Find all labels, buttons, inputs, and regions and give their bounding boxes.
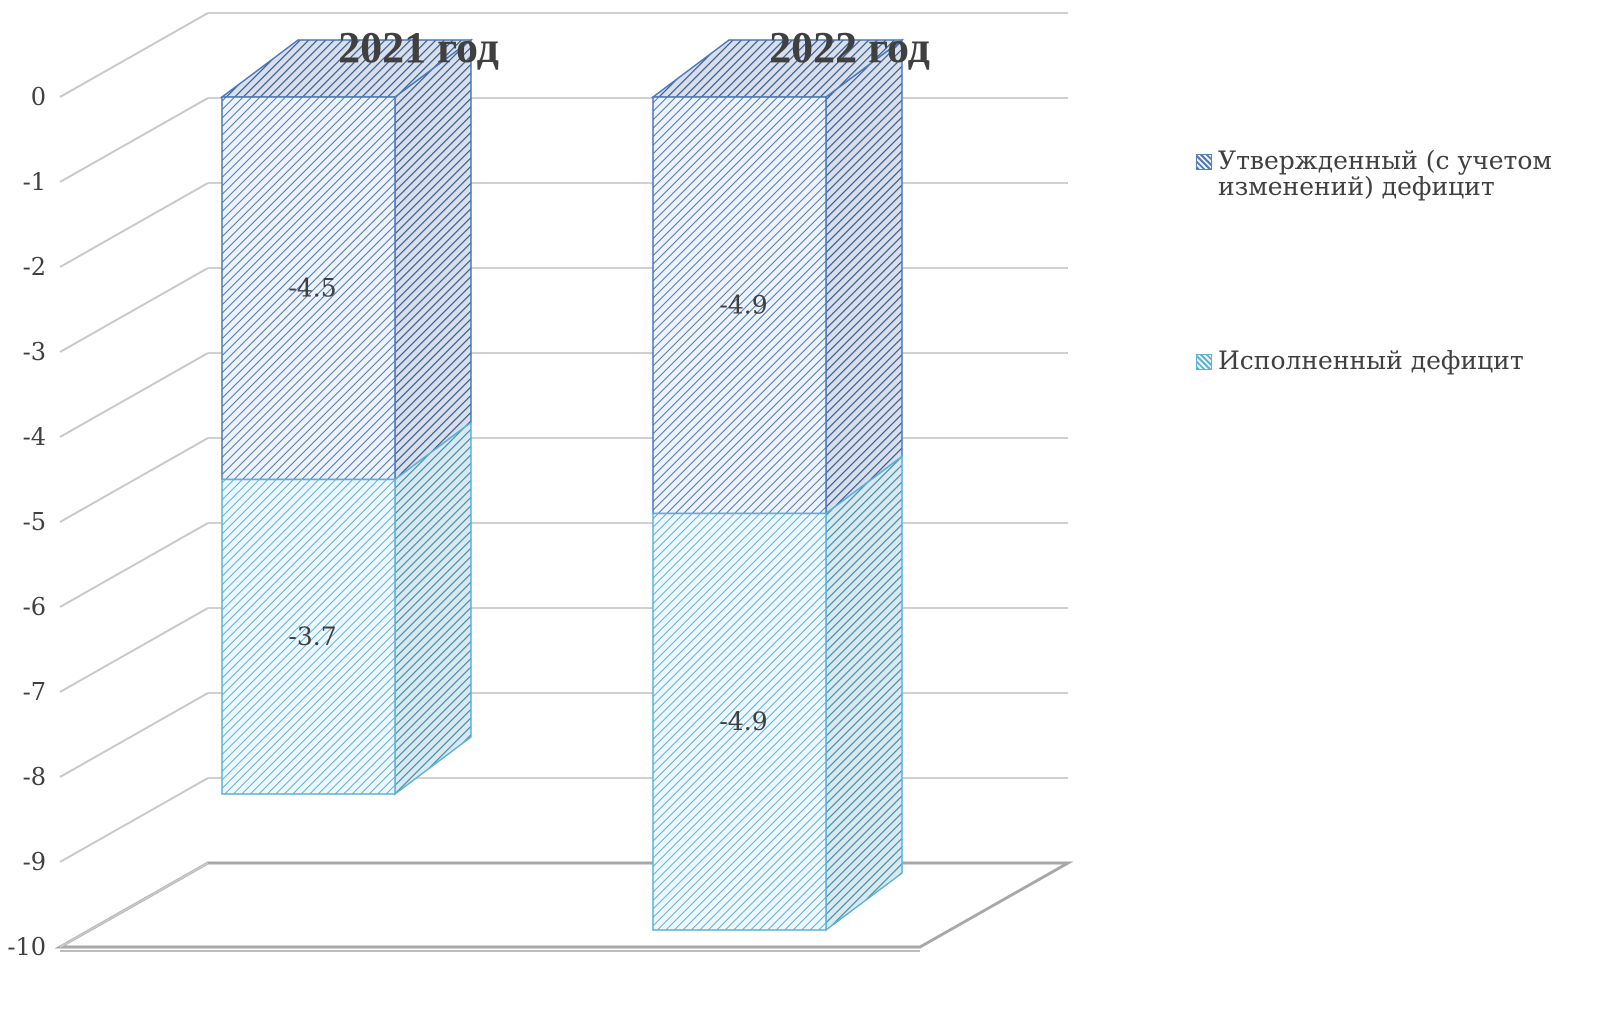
legend: Утвержденный (с учетом изменений) дефици… <box>1196 148 1606 522</box>
gridline-side <box>59 182 209 268</box>
data-label-1-1: -4.9 <box>719 707 767 736</box>
legend-item-approved: Утвержденный (с учетом изменений) дефици… <box>1196 148 1606 200</box>
y-tick-label: -5 <box>23 508 46 536</box>
bar-side-1-1 <box>825 455 903 932</box>
legend-swatch-approved <box>1196 154 1212 170</box>
data-label-0-1: -3.7 <box>288 622 336 651</box>
y-tick-label: -8 <box>23 763 46 791</box>
legend-label-executed: Исполненный дефицит <box>1218 346 1524 375</box>
bar-1-1 <box>652 512 827 931</box>
gridline-side <box>59 12 209 98</box>
gridline-side <box>59 352 209 438</box>
gridlines <box>59 12 1068 948</box>
gridline-side <box>59 267 209 353</box>
bar-side-1-0 <box>825 38 903 515</box>
y-tick-label: -2 <box>23 253 46 281</box>
gridline-side <box>59 522 209 608</box>
data-label-1-0: -4.9 <box>719 290 767 319</box>
bar-1-0 <box>652 96 827 515</box>
y-tick-label: -4 <box>23 423 46 451</box>
category-labels: 2021 год 2022 год <box>338 23 930 72</box>
chart-floor <box>54 861 1074 949</box>
bar-side-0-1 <box>394 421 472 796</box>
bar-side-0-0 <box>394 38 472 481</box>
bar-0-1 <box>221 478 396 795</box>
y-tick-label: -10 <box>7 933 46 961</box>
gridline-side <box>59 97 209 183</box>
y-tick-label: -3 <box>23 338 46 366</box>
category-label-1: 2022 год <box>769 23 930 72</box>
gridline-side <box>59 862 209 948</box>
y-tick-label: -1 <box>23 168 46 196</box>
gridline-side <box>59 607 209 693</box>
bar-0-0 <box>221 96 396 481</box>
legend-item-executed: Исполненный дефицит <box>1196 348 1606 374</box>
y-axis-ticks: 0 -1 -2 -3 -4 -5 -6 -7 -8 -9 -10 <box>7 83 46 961</box>
gridline-side <box>59 692 209 778</box>
legend-label-approved: Утвержденный (с учетом изменений) дефици… <box>1218 146 1552 201</box>
chart-walls <box>54 861 1074 952</box>
data-label-0-0: -4.5 <box>288 273 336 302</box>
y-tick-label: -7 <box>23 678 46 706</box>
legend-swatch-executed <box>1196 354 1212 370</box>
y-tick-label: 0 <box>31 83 46 111</box>
gridline-side <box>59 437 209 523</box>
data-labels: -4.5 -3.7 -4.9 -4.9 <box>288 273 767 736</box>
bars <box>219 38 905 932</box>
gridline-side <box>59 777 209 863</box>
y-tick-label: -9 <box>23 848 46 876</box>
category-label-0: 2021 год <box>338 23 499 72</box>
y-tick-label: -6 <box>23 593 46 621</box>
